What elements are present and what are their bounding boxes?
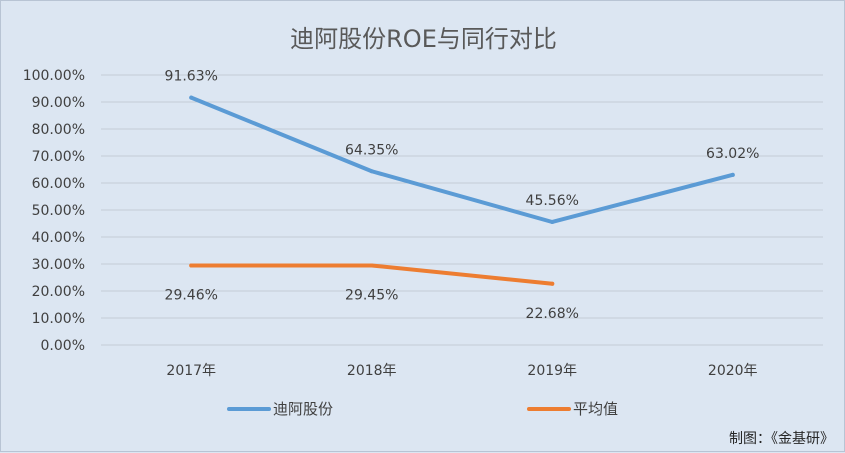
credit-text: 制图：《金基研》 [729, 431, 834, 447]
x-tick-label: 2019年 [527, 363, 577, 379]
data-point [550, 219, 555, 224]
y-tick-label: 50.00% [32, 203, 85, 219]
y-tick-label: 0.00% [41, 338, 85, 354]
y-tick-label: 80.00% [32, 122, 85, 138]
data-point [369, 169, 374, 174]
x-tick-label: 2018年 [347, 363, 397, 379]
y-tick-label: 20.00% [32, 284, 85, 300]
data-label: 29.46% [165, 287, 218, 303]
data-label: 64.35% [345, 142, 398, 158]
data-point [189, 95, 194, 100]
y-tick-label: 10.00% [32, 311, 85, 327]
x-tick-label: 2020年 [708, 363, 758, 379]
data-label: 22.68% [526, 306, 579, 322]
data-point [730, 172, 735, 177]
y-tick-label: 40.00% [32, 230, 85, 246]
data-label: 91.63% [165, 69, 218, 85]
y-tick-label: 60.00% [32, 176, 85, 192]
y-tick-label: 30.00% [32, 257, 85, 273]
data-label: 63.02% [706, 146, 759, 162]
chart-title: 迪阿股份ROE与同行对比 [290, 25, 557, 53]
legend-label: 迪阿股份 [273, 400, 333, 418]
data-point [369, 263, 374, 268]
legend-label: 平均值 [573, 400, 618, 418]
x-tick-label: 2017年 [166, 363, 216, 379]
y-tick-label: 70.00% [32, 149, 85, 165]
series-line-2 [189, 263, 555, 286]
data-label: 45.56% [526, 193, 579, 209]
data-point [550, 281, 555, 286]
data-label: 29.45% [345, 287, 398, 303]
y-tick-label: 100.00% [23, 68, 85, 84]
series-line-1 [189, 95, 735, 224]
y-tick-label: 90.00% [32, 95, 85, 111]
data-point [189, 263, 194, 268]
